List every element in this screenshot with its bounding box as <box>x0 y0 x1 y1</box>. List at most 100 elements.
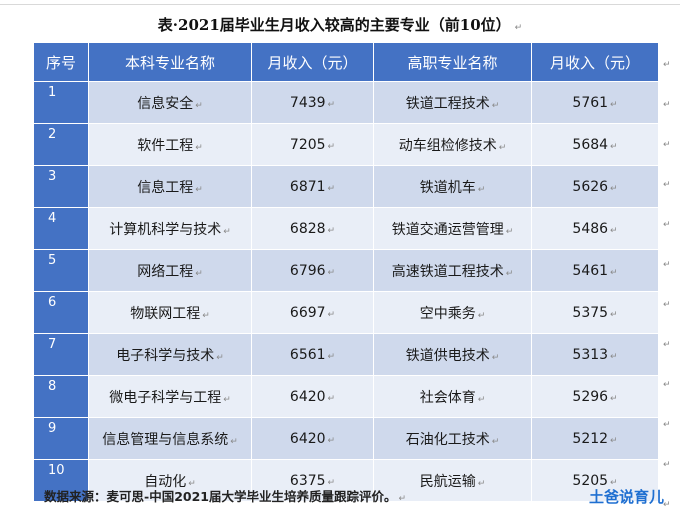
paragraph-mark: ↵ <box>663 180 671 190</box>
cell-text: 5461 <box>572 262 609 279</box>
cell-voc-income: 5313 ↵ <box>531 333 659 376</box>
header-voc-major: 高职专业名称 <box>373 42 532 82</box>
cell-ug-income: 7205 ↵ <box>251 123 374 166</box>
paragraph-mark: ↵ <box>327 141 336 152</box>
paragraph-mark: ↵ <box>610 477 618 488</box>
header-voc-income: 月收入（元） <box>531 42 659 82</box>
row-index: 4 <box>33 207 89 250</box>
paragraph-mark: ↵ <box>663 260 671 270</box>
paragraph-mark: ↵ <box>477 394 486 405</box>
cell-text: 自动化 <box>144 473 187 490</box>
table-row: 3 信息工程 ↵ 6871 ↵ 铁道机车 ↵ 5626 ↵ <box>33 165 659 208</box>
cell-ug-major: 电子科学与技术 ↵ <box>88 333 252 376</box>
table-row: 10 自动化 ↵ 6375 ↵ 民航运输 ↵ 5205 ↵ <box>33 459 659 502</box>
paragraph-mark: ↵ <box>663 220 671 230</box>
table-row: 2 软件工程 ↵ 7205 ↵ 动车组检修技术 ↵ 5684 ↵ <box>33 123 659 166</box>
data-source-text: 数据来源：麦可思-中国2021届大学毕业生培养质量跟踪评价。 <box>44 489 397 504</box>
cell-ug-major: 信息管理与信息系统 ↵ <box>88 417 252 460</box>
cell-voc-major: 空中乘务 ↵ <box>373 291 532 334</box>
cell-ug-major: 信息工程 ↵ <box>88 165 252 208</box>
paragraph-mark: ↵ <box>327 225 336 236</box>
cell-text: 社会体育 <box>419 389 476 406</box>
header-index: 序号 <box>33 42 89 82</box>
row-index: 3 <box>33 165 89 208</box>
cell-text: 6796 <box>289 262 326 279</box>
paragraph-mark: ↵ <box>663 340 671 350</box>
row-index: 10 <box>33 459 89 502</box>
data-source-note: 数据来源：麦可思-中国2021届大学毕业生培养质量跟踪评价。 ↵ <box>44 486 406 505</box>
cell-text: 5205 <box>572 472 609 489</box>
table-title-text: 表·2021届毕业生月收入较高的主要专业（前10位） <box>157 16 511 34</box>
cell-text: 空中乘务 <box>419 305 476 322</box>
cell-text: 铁道交通运营管理 <box>391 221 504 238</box>
cell-ug-major: 微电子科学与工程 ↵ <box>88 375 252 418</box>
paragraph-mark: ↵ <box>327 267 336 278</box>
cell-ug-major: 物联网工程 ↵ <box>88 291 252 334</box>
paragraph-mark: ↵ <box>610 435 618 446</box>
paragraph-mark: ↵ <box>514 23 523 33</box>
row-index: 1 <box>33 81 89 124</box>
paragraph-mark: ↵ <box>663 420 671 430</box>
paragraph-mark: ↵ <box>223 394 231 405</box>
paragraph-mark: ↵ <box>610 393 618 404</box>
row-index: 5 <box>33 249 89 292</box>
cell-ug-income: 6420 ↵ <box>251 375 374 418</box>
cell-text: 软件工程 <box>137 137 194 154</box>
cell-ug-income: 6561 ↵ <box>251 333 374 376</box>
cell-text: 微电子科学与工程 <box>109 389 222 406</box>
cell-ug-major: 信息安全 ↵ <box>88 81 252 124</box>
cell-ug-major: 软件工程 ↵ <box>88 123 252 166</box>
paragraph-mark: ↵ <box>491 100 500 111</box>
paragraph-mark: ↵ <box>216 352 224 363</box>
paragraph-mark: ↵ <box>610 309 618 320</box>
row-index: 6 <box>33 291 89 334</box>
cell-voc-income: 5296 ↵ <box>531 375 659 418</box>
cell-text: 6420 <box>289 388 326 405</box>
cell-voc-major: 社会体育 ↵ <box>373 375 532 418</box>
cell-text: 6561 <box>289 346 326 363</box>
cell-ug-income: 6420 ↵ <box>251 417 374 460</box>
cell-text: 6375 <box>289 472 326 489</box>
cell-text: 铁道工程技术 <box>405 95 490 112</box>
table-header-row: 序号 本科专业名称 月收入（元） 高职专业名称 月收入（元） <box>33 42 659 82</box>
paragraph-mark: ↵ <box>477 478 486 489</box>
cell-ug-major: 计算机科学与技术 ↵ <box>88 207 252 250</box>
cell-ug-income: 6871 ↵ <box>251 165 374 208</box>
table-row: 5 网络工程 ↵ 6796 ↵ 高速铁道工程技术 ↵ 5461 ↵ <box>33 249 659 292</box>
paragraph-mark: ↵ <box>223 226 231 237</box>
cell-text: 5212 <box>572 430 609 447</box>
paragraph-mark: ↵ <box>327 309 336 320</box>
cell-voc-income: 5212 ↵ <box>531 417 659 460</box>
cell-voc-income: 5375 ↵ <box>531 291 659 334</box>
row-index: 7 <box>33 333 89 376</box>
cell-text: 5486 <box>572 220 609 237</box>
table-row: 7 电子科学与技术 ↵ 6561 ↵ 铁道供电技术 ↵ 5313 ↵ <box>33 333 659 376</box>
page-top-border <box>0 4 680 5</box>
cell-text: 7205 <box>289 136 326 153</box>
paragraph-mark: ↵ <box>491 352 500 363</box>
cell-text: 7439 <box>289 94 326 111</box>
cell-text: 电子科学与技术 <box>116 347 215 364</box>
cell-voc-major: 铁道机车 ↵ <box>373 165 532 208</box>
paragraph-mark: ↵ <box>610 183 618 194</box>
cell-ug-major: 网络工程 ↵ <box>88 249 252 292</box>
cell-voc-major: 铁道工程技术 ↵ <box>373 81 532 124</box>
cell-text: 5626 <box>572 178 609 195</box>
cell-text: 动车组检修技术 <box>398 137 497 154</box>
cell-text: 6420 <box>289 430 326 447</box>
cell-voc-income: 5461 ↵ <box>531 249 659 292</box>
cell-text: 铁道机车 <box>419 179 476 196</box>
cell-voc-major: 石油化工技术 ↵ <box>373 417 532 460</box>
paragraph-mark: ↵ <box>663 500 671 510</box>
cell-text: 高速铁道工程技术 <box>391 263 504 280</box>
cell-text: 5296 <box>572 388 609 405</box>
cell-voc-major: 民航运输 ↵ <box>373 459 532 502</box>
paragraph-mark: ↵ <box>202 310 210 321</box>
row-index: 9 <box>33 417 89 460</box>
income-table: 序号 本科专业名称 月收入（元） 高职专业名称 月收入（元） 1 信息安全 ↵ 743… <box>33 42 659 502</box>
paragraph-mark: ↵ <box>398 494 407 504</box>
paragraph-mark: ↵ <box>188 478 196 489</box>
table-row: 6 物联网工程 ↵ 6697 ↵ 空中乘务 ↵ 5375 ↵ <box>33 291 659 334</box>
paragraph-mark: ↵ <box>491 436 500 447</box>
paragraph-mark: ↵ <box>195 184 203 195</box>
